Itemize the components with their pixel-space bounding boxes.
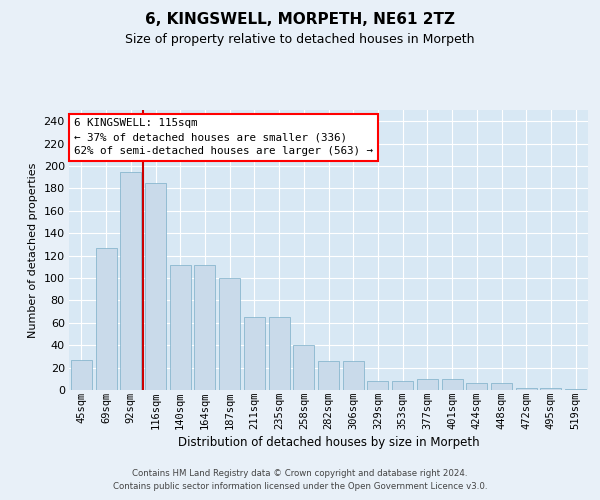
Bar [293,345,314,390]
Text: Contains HM Land Registry data © Crown copyright and database right 2024.: Contains HM Land Registry data © Crown c… [132,468,468,477]
Bar [392,381,413,390]
Bar [170,264,191,390]
Bar [516,388,537,390]
Bar [244,317,265,390]
Text: Contains public sector information licensed under the Open Government Licence v3: Contains public sector information licen… [113,482,487,491]
Bar [318,361,339,390]
Bar [120,172,141,390]
Bar [71,360,92,390]
Bar [466,384,487,390]
Bar [417,379,438,390]
Text: 6, KINGSWELL, MORPETH, NE61 2TZ: 6, KINGSWELL, MORPETH, NE61 2TZ [145,12,455,28]
Text: Size of property relative to detached houses in Morpeth: Size of property relative to detached ho… [125,32,475,46]
Text: 6 KINGSWELL: 115sqm
← 37% of detached houses are smaller (336)
62% of semi-detac: 6 KINGSWELL: 115sqm ← 37% of detached ho… [74,118,373,156]
Bar [219,278,240,390]
Bar [491,384,512,390]
Text: Distribution of detached houses by size in Morpeth: Distribution of detached houses by size … [178,436,479,449]
Bar [541,388,562,390]
Bar [194,264,215,390]
Y-axis label: Number of detached properties: Number of detached properties [28,162,38,338]
Bar [565,389,586,390]
Bar [145,183,166,390]
Bar [367,381,388,390]
Bar [269,317,290,390]
Bar [343,361,364,390]
Bar [442,379,463,390]
Bar [95,248,116,390]
